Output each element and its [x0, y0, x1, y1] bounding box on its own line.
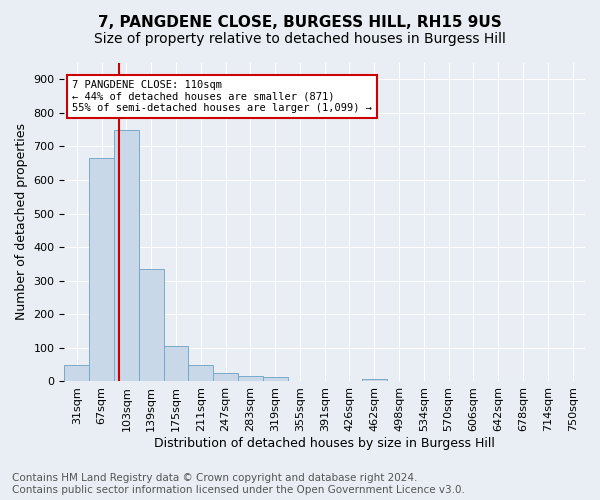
- Bar: [64, 364, 89, 382]
- Bar: [89, 158, 114, 382]
- Text: Contains HM Land Registry data © Crown copyright and database right 2024.
Contai: Contains HM Land Registry data © Crown c…: [12, 474, 465, 495]
- Bar: [188, 364, 213, 382]
- Bar: [164, 346, 188, 382]
- Bar: [238, 376, 263, 382]
- Bar: [263, 377, 287, 382]
- Text: 7 PANGDENE CLOSE: 110sqm
← 44% of detached houses are smaller (871)
55% of semi-: 7 PANGDENE CLOSE: 110sqm ← 44% of detach…: [72, 80, 372, 113]
- Bar: [362, 379, 386, 382]
- Text: Size of property relative to detached houses in Burgess Hill: Size of property relative to detached ho…: [94, 32, 506, 46]
- X-axis label: Distribution of detached houses by size in Burgess Hill: Distribution of detached houses by size …: [154, 437, 495, 450]
- Bar: [114, 130, 139, 382]
- Y-axis label: Number of detached properties: Number of detached properties: [15, 124, 28, 320]
- Bar: [213, 373, 238, 382]
- Text: 7, PANGDENE CLOSE, BURGESS HILL, RH15 9US: 7, PANGDENE CLOSE, BURGESS HILL, RH15 9U…: [98, 15, 502, 30]
- Bar: [139, 269, 164, 382]
